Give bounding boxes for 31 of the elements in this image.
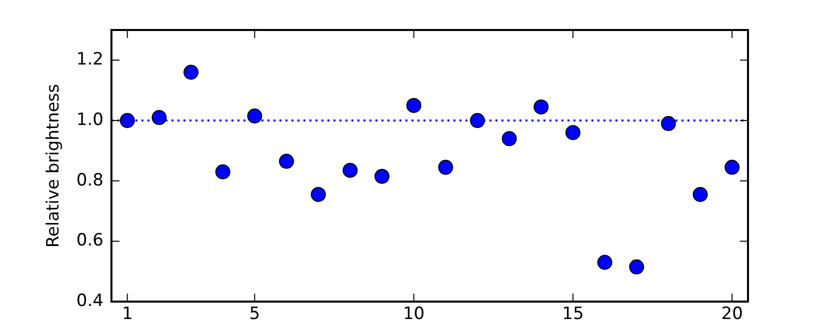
point (278, 154, 294, 169)
point (247, 108, 262, 124)
x-tick-label: 1 (122, 304, 133, 324)
y-tick-label: 1.0 (76, 110, 104, 130)
point (660, 116, 676, 132)
x-tick-label: 15 (562, 304, 584, 324)
y-tick-label: 0.6 (76, 230, 104, 251)
point (215, 164, 230, 180)
point (374, 168, 390, 184)
point (534, 99, 549, 114)
point (692, 186, 708, 202)
point (438, 160, 454, 175)
point (152, 110, 167, 126)
y-tick-label: 0.4 (76, 291, 104, 312)
y-axis-title: Relative brightness (44, 84, 64, 248)
x-tick-label: 5 (249, 304, 260, 324)
point (597, 254, 612, 270)
point (406, 98, 422, 113)
point (120, 113, 135, 128)
point (310, 186, 326, 202)
point (470, 113, 485, 128)
point (184, 64, 199, 80)
point (565, 125, 580, 140)
point (502, 131, 517, 146)
x-tick-label: 10 (402, 304, 425, 324)
y-tick-label: 1.2 (76, 50, 104, 70)
x-tick-label: 20 (721, 304, 743, 324)
point (724, 160, 740, 175)
point (342, 162, 358, 178)
y-tick-label: 0.8 (76, 170, 104, 190)
point (629, 259, 644, 274)
